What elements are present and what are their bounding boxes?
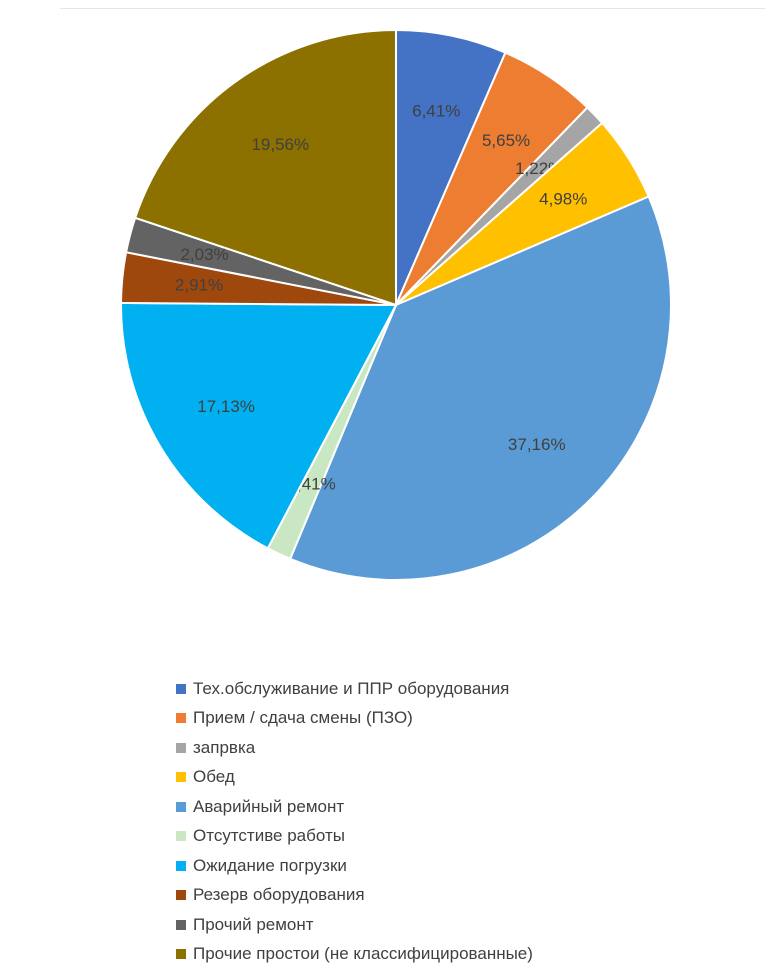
legend-swatch-0 xyxy=(176,683,186,694)
slice-data-label-3: 4,98% xyxy=(539,190,587,209)
legend-label-1: Прием / сдача смены (ПЗО) xyxy=(193,708,413,728)
legend-label-7: Резерв оборудования xyxy=(193,885,365,905)
slice-data-label-0: 6,41% xyxy=(412,102,460,121)
legend-item-4: Аварийный ремонт xyxy=(176,792,533,822)
legend-swatch-2 xyxy=(176,742,186,753)
chart-legend: Тех.обслуживание и ППР оборудования Прием… xyxy=(176,674,533,969)
legend-label-2: запрвка xyxy=(193,737,256,757)
top-divider xyxy=(60,8,765,9)
legend-swatch-3 xyxy=(176,772,186,783)
legend-item-7: Резерв оборудования xyxy=(176,881,533,911)
pie-slice-4 xyxy=(288,195,672,581)
slice-data-label-4: 37,16% xyxy=(508,435,566,454)
legend-item-5: Отсутстиве работы xyxy=(176,822,533,852)
legend-item-6: Ожидание погрузки xyxy=(176,851,533,881)
legend-swatch-7 xyxy=(176,890,186,901)
slice-data-label-9: 19,56% xyxy=(251,135,309,154)
slice-data-label-8: 2,03% xyxy=(180,245,228,264)
legend-label-3: Обед xyxy=(193,767,235,787)
legend-label-9: Прочие простои (не классифицированные) xyxy=(193,944,533,964)
slice-data-label-6: 17,13% xyxy=(197,397,255,416)
legend-swatch-4 xyxy=(176,801,186,812)
pie-plot-area: 6,41%5,65%1,22%4,98%37,16%1,41%17,13%2,9… xyxy=(119,28,672,581)
legend-swatch-6 xyxy=(176,860,186,871)
pie-slice-6 xyxy=(120,301,398,550)
legend-label-6: Ожидание погрузки xyxy=(193,855,347,875)
legend-item-3: Обед xyxy=(176,763,533,793)
slice-data-label-7: 2,91% xyxy=(175,276,223,295)
legend-label-8: Прочий ремонт xyxy=(193,914,314,934)
pie-slice-0 xyxy=(395,28,507,306)
legend-swatch-5 xyxy=(176,831,186,842)
legend-swatch-9 xyxy=(176,949,186,960)
legend-item-9: Прочие простои (не классифицированные) xyxy=(176,940,533,970)
pie-slice-9 xyxy=(133,28,397,307)
legend-swatch-8 xyxy=(176,919,186,930)
legend-label-0: Тех.обслуживание и ППР оборудования xyxy=(193,678,510,698)
legend-label-4: Аварийный ремонт xyxy=(193,796,345,816)
slice-data-label-1: 5,65% xyxy=(482,131,530,150)
legend-item-2: запрвка xyxy=(176,733,533,763)
legend-item-8: Прочий ремонт xyxy=(176,910,533,940)
legend-label-5: Отсутстиве работы xyxy=(193,826,345,846)
legend-item-0: Тех.обслуживание и ППР оборудования xyxy=(176,674,533,704)
legend-swatch-1 xyxy=(176,713,186,724)
legend-item-1: Прием / сдача смены (ПЗО) xyxy=(176,704,533,734)
